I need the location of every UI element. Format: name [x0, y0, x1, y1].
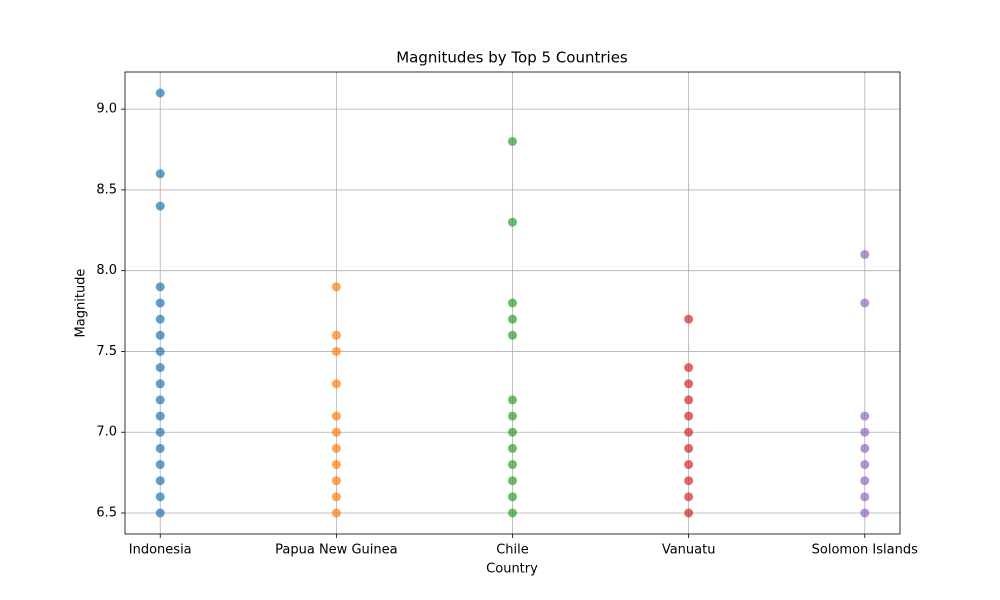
- point: [331, 379, 341, 389]
- point: [684, 492, 694, 502]
- point: [684, 476, 694, 486]
- point: [860, 460, 870, 470]
- point: [331, 346, 341, 356]
- point: [331, 443, 341, 453]
- y-tick-label: 6.5: [96, 506, 117, 521]
- point: [155, 330, 165, 340]
- point: [331, 476, 341, 486]
- point: [155, 314, 165, 324]
- point: [155, 411, 165, 421]
- point: [684, 363, 694, 373]
- point: [684, 411, 694, 421]
- point: [331, 460, 341, 470]
- point: [331, 282, 341, 292]
- point: [508, 427, 517, 437]
- y-tick-label: 8.0: [96, 263, 117, 278]
- point: [155, 443, 165, 453]
- point: [684, 379, 694, 389]
- point: [860, 476, 870, 486]
- point: [331, 330, 341, 340]
- point: [508, 476, 517, 486]
- point: [684, 395, 694, 405]
- point: [155, 508, 165, 518]
- point: [860, 298, 870, 308]
- point: [331, 492, 341, 502]
- point: [684, 314, 694, 324]
- y-tick-label: 7.0: [96, 425, 117, 440]
- point: [860, 492, 870, 502]
- point: [331, 427, 341, 437]
- point: [331, 508, 341, 518]
- y-tick-label: 9.0: [96, 102, 117, 117]
- point: [508, 217, 517, 227]
- point: [860, 411, 870, 421]
- point: [155, 492, 165, 502]
- point: [155, 201, 165, 211]
- point: [331, 411, 341, 421]
- point: [155, 298, 165, 308]
- y-tick-label: 7.5: [96, 344, 117, 359]
- x-axis-label: Country: [486, 562, 538, 577]
- point: [684, 508, 694, 518]
- point: [155, 88, 165, 98]
- point: [508, 136, 517, 146]
- x-tick-label: Chile: [496, 543, 529, 558]
- point: [155, 282, 165, 292]
- point: [860, 508, 870, 518]
- point: [508, 460, 517, 470]
- point: [508, 298, 517, 308]
- point: [155, 395, 165, 405]
- point: [860, 250, 870, 260]
- x-tick-label: Indonesia: [129, 543, 192, 558]
- point: [155, 476, 165, 486]
- point: [155, 427, 165, 437]
- point: [508, 508, 517, 518]
- point: [155, 379, 165, 389]
- point: [508, 411, 517, 421]
- point: [155, 363, 165, 373]
- point: [860, 427, 870, 437]
- point: [508, 492, 517, 502]
- point: [684, 460, 694, 470]
- y-axis-label: Magnitude: [74, 269, 89, 338]
- point: [508, 395, 517, 405]
- point: [860, 443, 870, 453]
- point: [155, 460, 165, 470]
- x-tick-label: Papua New Guinea: [275, 543, 397, 558]
- point: [508, 314, 517, 324]
- point: [155, 346, 165, 356]
- point: [508, 330, 517, 340]
- y-tick-label: 8.5: [96, 182, 117, 197]
- point: [684, 427, 694, 437]
- x-tick-label: Solomon Islands: [812, 543, 918, 558]
- chart-title: Magnitudes by Top 5 Countries: [396, 49, 628, 67]
- point: [508, 443, 517, 453]
- point: [684, 443, 694, 453]
- point: [155, 169, 165, 179]
- plot-frame: [124, 71, 901, 535]
- x-tick-label: Vanuatu: [662, 543, 716, 558]
